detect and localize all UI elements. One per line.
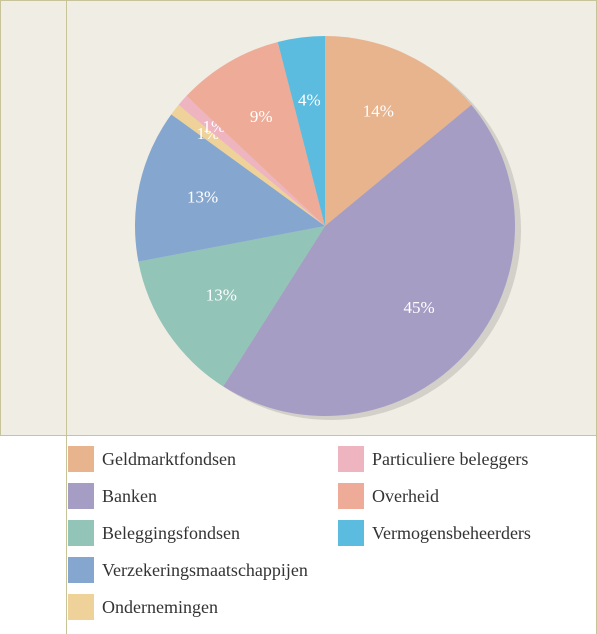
data-label: 13%: [206, 285, 237, 304]
data-label: 45%: [403, 298, 434, 317]
legend-swatch: [68, 483, 94, 509]
legend-swatch: [338, 483, 364, 509]
legend-label: Beleggingsfondsen: [102, 523, 240, 543]
pie-slice: [325, 36, 472, 226]
legend-swatch: [338, 520, 364, 546]
pie-slice: [186, 41, 325, 226]
legend-label: Banken: [102, 486, 157, 506]
legend-swatch: [68, 557, 94, 583]
legend-label: Geldmarktfondsen: [102, 449, 236, 469]
legend-swatch: [68, 446, 94, 472]
legend-label: Verzekeringsmaatschappijen: [102, 560, 308, 580]
data-label: 14%: [363, 101, 394, 120]
pie-slice: [138, 226, 325, 387]
data-label: 13%: [187, 188, 218, 207]
pie-slice: [178, 95, 325, 226]
legend-label: Particuliere beleggers: [372, 449, 528, 469]
legend-swatch: [68, 594, 94, 620]
legend-label: Vermogensbeheerders: [372, 523, 531, 543]
data-label: 9%: [250, 107, 273, 126]
legend-swatch: [68, 520, 94, 546]
data-label: 4%: [298, 90, 321, 109]
pie-slice: [171, 104, 325, 226]
legend-swatch: [338, 446, 364, 472]
pie-slice: [223, 104, 516, 417]
legend-label: Ondernemingen: [102, 597, 218, 617]
pie-slice: [277, 36, 325, 226]
pie-slice: [135, 114, 325, 262]
legend-label: Overheid: [372, 486, 439, 506]
